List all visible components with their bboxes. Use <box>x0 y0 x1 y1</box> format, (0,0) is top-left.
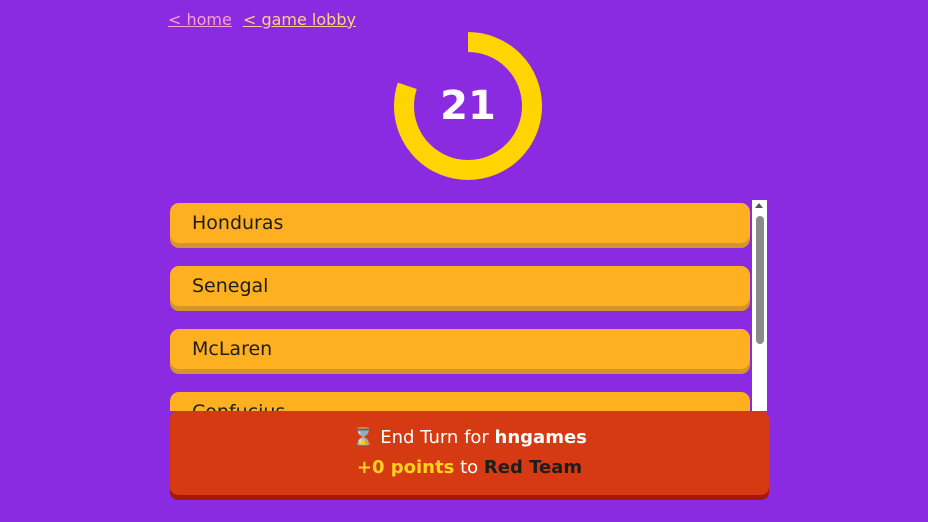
timer-value: 21 <box>440 83 496 129</box>
scroll-arrow[interactable] <box>755 203 763 208</box>
scrollbar <box>752 200 767 411</box>
answer-option[interactable]: Honduras <box>170 203 750 243</box>
answer-option[interactable]: Senegal <box>170 266 750 306</box>
end-turn-button[interactable]: ⌛ End Turn for hngames +0 points to Red … <box>170 411 769 495</box>
answer-list: Honduras Senegal McLaren Confucius <box>170 200 767 411</box>
answer-text: McLaren <box>192 338 273 360</box>
answer-text: Confucius <box>192 401 285 411</box>
timer-ring <box>394 32 542 180</box>
home-link[interactable]: < home <box>168 10 232 29</box>
answer-option[interactable]: McLaren <box>170 329 750 369</box>
hourglass-icon: ⌛ <box>352 427 375 448</box>
end-turn-line: ⌛ End Turn for hngames <box>170 427 769 448</box>
scroll-thumb[interactable] <box>756 216 764 344</box>
breadcrumb: < home < game lobby <box>168 10 362 29</box>
end-turn-label: End Turn for <box>380 427 489 448</box>
points: +0 points <box>356 457 455 478</box>
team-name: Red Team <box>483 457 583 478</box>
connector: to <box>460 457 479 478</box>
answer-option[interactable]: Confucius <box>170 392 750 411</box>
lobby-link[interactable]: < game lobby <box>242 10 356 29</box>
answer-text: Senegal <box>192 275 269 297</box>
timer-arc <box>394 32 542 180</box>
points-line: +0 points to Red Team <box>170 457 769 478</box>
player-name: hngames <box>494 427 587 448</box>
answer-text: Honduras <box>192 212 284 234</box>
